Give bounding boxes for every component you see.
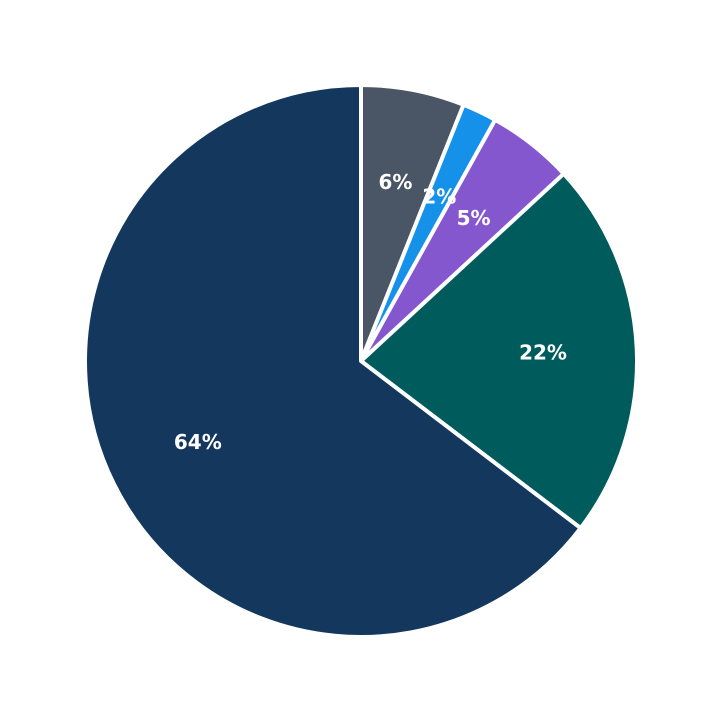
slice-label-gray: 6% [379, 170, 413, 194]
slice-label-teal: 22% [519, 340, 567, 364]
slice-label-blue: 2% [422, 185, 456, 209]
slice-label-purple: 5% [457, 206, 491, 230]
pie-slices [83, 83, 639, 639]
pie-labels: 6% 2% 5% 22% 64% [174, 170, 567, 454]
pie-slice-navy [83, 83, 583, 639]
slice-label-navy: 64% [174, 430, 222, 454]
pie-slice-teal [359, 171, 639, 531]
